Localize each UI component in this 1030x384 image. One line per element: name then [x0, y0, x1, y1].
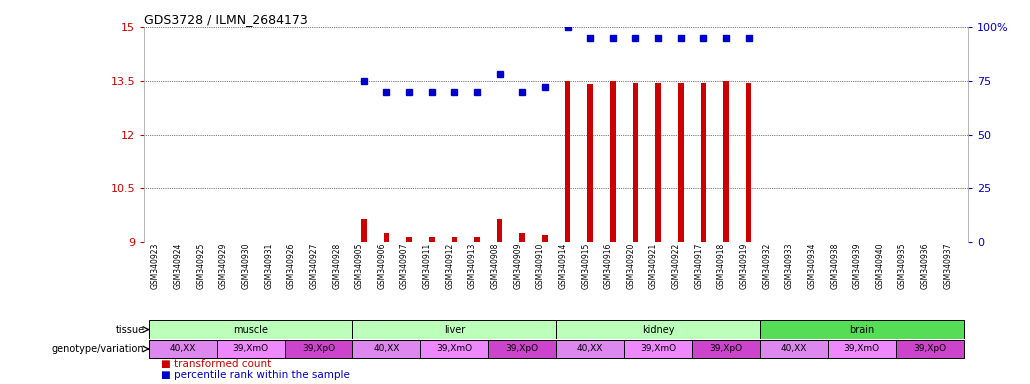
Bar [519, 233, 525, 242]
Text: GSM340940: GSM340940 [876, 242, 885, 289]
Bar [360, 219, 367, 242]
Bar [632, 83, 639, 242]
Bar [624, 339, 692, 358]
Text: 40,XX: 40,XX [170, 344, 196, 353]
Bar [496, 219, 503, 242]
Text: 39,XpO: 39,XpO [506, 344, 539, 353]
Bar [678, 83, 684, 242]
Bar [746, 83, 752, 242]
Bar [700, 83, 707, 242]
Text: GSM340935: GSM340935 [898, 242, 907, 289]
Bar [352, 320, 556, 339]
Bar [655, 83, 661, 242]
Text: GSM340905: GSM340905 [354, 242, 364, 289]
Text: GSM340906: GSM340906 [377, 242, 386, 289]
Text: 39,XpO: 39,XpO [914, 344, 947, 353]
Bar [896, 339, 964, 358]
Text: GSM340918: GSM340918 [717, 242, 726, 288]
Text: GSM340932: GSM340932 [762, 242, 771, 289]
Bar [556, 320, 760, 339]
Text: muscle: muscle [233, 324, 268, 334]
Text: 39,XmO: 39,XmO [640, 344, 676, 353]
Bar [148, 339, 216, 358]
Text: GSM340913: GSM340913 [468, 242, 477, 289]
Text: 39,XmO: 39,XmO [437, 344, 473, 353]
Text: kidney: kidney [642, 324, 675, 334]
Text: GSM340933: GSM340933 [785, 242, 794, 289]
Text: GSM340929: GSM340929 [219, 242, 228, 289]
Text: GSM340925: GSM340925 [197, 242, 205, 289]
Text: GSM340920: GSM340920 [626, 242, 636, 289]
Text: GSM340937: GSM340937 [943, 242, 953, 289]
Bar [474, 237, 480, 242]
Bar [542, 235, 548, 242]
Text: GSM340936: GSM340936 [921, 242, 930, 289]
Text: liver: liver [444, 324, 465, 334]
Text: GSM340924: GSM340924 [174, 242, 182, 289]
Text: brain: brain [849, 324, 874, 334]
Bar [760, 320, 964, 339]
Text: 39,XpO: 39,XpO [302, 344, 335, 353]
Text: GSM340911: GSM340911 [422, 242, 432, 288]
Text: GSM340919: GSM340919 [740, 242, 749, 289]
Text: GSM340927: GSM340927 [309, 242, 318, 289]
Bar [148, 320, 352, 339]
Bar [451, 237, 457, 242]
Bar [610, 81, 616, 242]
Text: GSM340923: GSM340923 [151, 242, 160, 289]
Text: ■ transformed count: ■ transformed count [161, 359, 271, 369]
Text: GSM340912: GSM340912 [445, 242, 454, 288]
Text: 39,XpO: 39,XpO [710, 344, 743, 353]
Text: GSM340934: GSM340934 [808, 242, 817, 289]
Text: GSM340931: GSM340931 [265, 242, 273, 289]
Text: GSM340909: GSM340909 [513, 242, 522, 289]
Text: GSM340938: GSM340938 [830, 242, 839, 289]
Text: 40,XX: 40,XX [781, 344, 808, 353]
Text: 39,XmO: 39,XmO [233, 344, 269, 353]
Bar [556, 339, 624, 358]
Text: GSM340910: GSM340910 [536, 242, 545, 289]
Text: GSM340917: GSM340917 [694, 242, 703, 289]
Text: ■ percentile rank within the sample: ■ percentile rank within the sample [161, 370, 349, 380]
Text: GSM340939: GSM340939 [853, 242, 862, 289]
Bar [420, 339, 488, 358]
Text: 39,XmO: 39,XmO [844, 344, 880, 353]
Bar [428, 237, 435, 242]
Text: tissue: tissue [115, 324, 144, 334]
Text: GSM340915: GSM340915 [581, 242, 590, 289]
Bar [692, 339, 760, 358]
Text: GSM340922: GSM340922 [672, 242, 681, 288]
Bar [352, 339, 420, 358]
Text: 40,XX: 40,XX [577, 344, 604, 353]
Bar [488, 339, 556, 358]
Bar [587, 84, 593, 242]
Text: GSM340908: GSM340908 [490, 242, 500, 289]
Text: GSM340907: GSM340907 [400, 242, 409, 289]
Text: GDS3728 / ILMN_2684173: GDS3728 / ILMN_2684173 [144, 13, 308, 26]
Bar [760, 339, 828, 358]
Text: genotype/variation: genotype/variation [52, 344, 144, 354]
Text: GSM340926: GSM340926 [287, 242, 296, 289]
Text: GSM340930: GSM340930 [242, 242, 250, 289]
Bar [406, 237, 412, 242]
Bar [564, 81, 571, 242]
Text: 40,XX: 40,XX [373, 344, 400, 353]
Text: GSM340921: GSM340921 [649, 242, 658, 288]
Bar [383, 233, 389, 242]
Bar [284, 339, 352, 358]
Bar [828, 339, 896, 358]
Bar [216, 339, 284, 358]
Text: GSM340916: GSM340916 [604, 242, 613, 289]
Bar [723, 81, 729, 242]
Text: GSM340914: GSM340914 [558, 242, 568, 289]
Text: GSM340928: GSM340928 [332, 242, 341, 288]
